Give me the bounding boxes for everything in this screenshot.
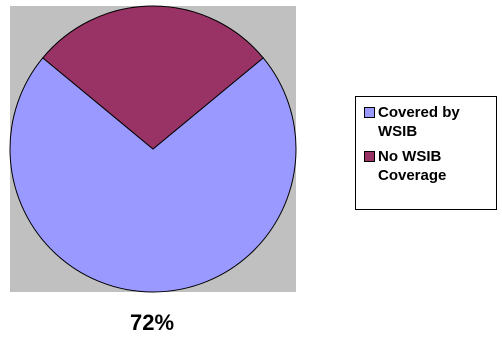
- legend-item-no-coverage: No WSIB Coverage: [364, 147, 492, 185]
- legend-swatch-covered: [364, 107, 375, 118]
- pie-slice-covered: [9, 57, 297, 293]
- pie-slices: [9, 5, 297, 293]
- legend-swatch-no-coverage: [364, 151, 375, 162]
- legend: Covered by WSIB No WSIB Coverage: [355, 96, 497, 210]
- legend-label-no-coverage: No WSIB Coverage: [378, 148, 447, 184]
- legend-label-covered: Covered by WSIB: [378, 104, 460, 140]
- data-label-covered: 72%: [129, 310, 175, 335]
- legend-item-covered: Covered by WSIB: [364, 103, 492, 141]
- pie-slice-no-coverage: [42, 5, 264, 150]
